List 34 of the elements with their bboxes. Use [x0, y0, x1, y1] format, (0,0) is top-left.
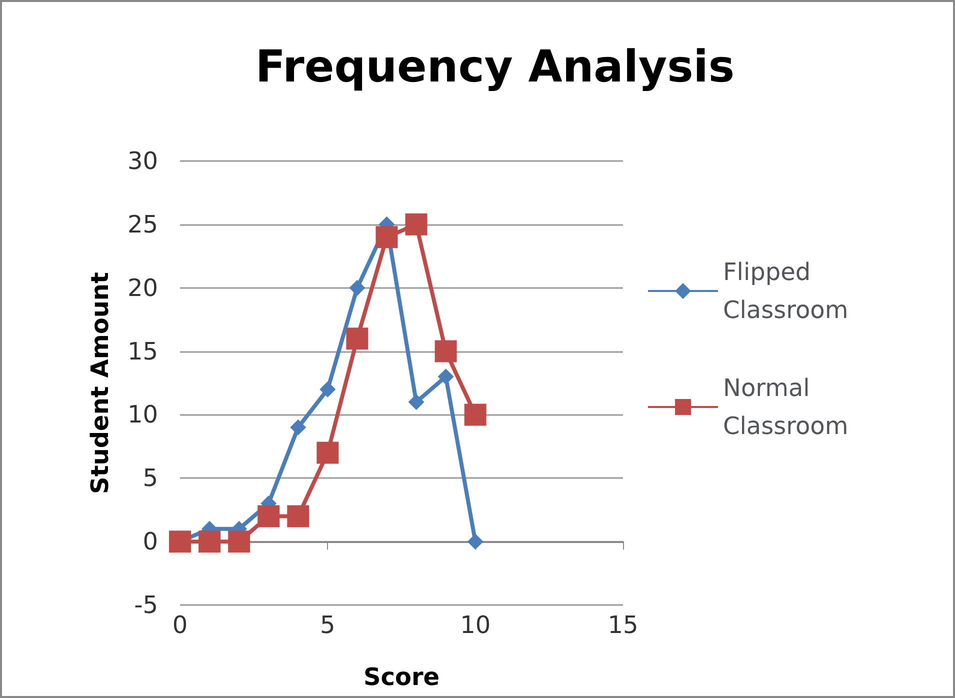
x-tick-label: 0: [172, 611, 188, 639]
legend-label: Flipped Classroom: [723, 258, 848, 324]
point: [438, 368, 454, 385]
point: [228, 530, 250, 553]
point: [349, 280, 366, 296]
x-tick-label: 15: [608, 611, 638, 639]
legend-label: Normal Classroom: [723, 374, 848, 440]
point: [408, 394, 424, 410]
y-axis-title: Student Amount: [86, 272, 114, 494]
point: [258, 505, 280, 528]
point: [169, 530, 191, 553]
x-tick-label: 5: [320, 611, 336, 639]
point: [464, 404, 486, 426]
point: [320, 381, 336, 398]
point: [467, 534, 484, 550]
point: [290, 419, 306, 436]
chart-title: Frequency Analysis: [255, 42, 735, 92]
y-tick-label: 20: [127, 274, 158, 302]
x-axis-title: Score: [363, 663, 440, 691]
point: [405, 213, 428, 236]
y-tick-label: 25: [127, 210, 158, 238]
y-tick-label: 0: [142, 528, 158, 556]
point: [434, 340, 457, 362]
y-tick-label: 15: [127, 337, 158, 366]
y-tick-label: 5: [142, 464, 158, 492]
point: [376, 226, 398, 248]
y-tick-label: 10: [127, 400, 158, 429]
x-tick-label: 10: [460, 611, 491, 639]
point: [198, 530, 221, 553]
point: [346, 328, 368, 350]
point: [287, 505, 310, 528]
y-tick-label: 30: [127, 147, 158, 175]
y-tick-label: -5: [134, 591, 158, 619]
point: [316, 442, 339, 464]
